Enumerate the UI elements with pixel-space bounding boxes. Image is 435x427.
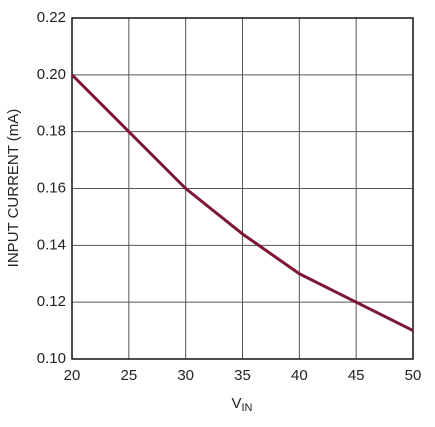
y-tick-label: 0.14 — [37, 236, 66, 253]
y-tick-label: 0.22 — [37, 9, 66, 26]
y-tick-label: 0.10 — [37, 350, 66, 367]
x-axis-label-main: V — [231, 395, 241, 412]
y-tick-label: 0.12 — [37, 293, 66, 310]
y-tick-label: 0.18 — [37, 123, 66, 140]
y-axis-label: INPUT CURRENT (mA) — [5, 109, 22, 268]
x-tick-label: 30 — [177, 367, 194, 384]
x-tick-label: 20 — [64, 367, 81, 384]
y-tick-label: 0.20 — [37, 66, 66, 83]
x-tick-label: 45 — [348, 367, 365, 384]
x-axis-label: VIN — [231, 395, 252, 414]
x-tick-label: 35 — [234, 367, 251, 384]
data-line — [70, 73, 414, 332]
plot-frame — [71, 17, 414, 360]
y-tick-label: 0.16 — [37, 179, 66, 196]
x-tick-label: 25 — [120, 367, 137, 384]
x-tick-label: 40 — [291, 367, 308, 384]
x-axis-label-subscript: IN — [242, 402, 253, 414]
x-tick-label: 50 — [405, 367, 422, 384]
